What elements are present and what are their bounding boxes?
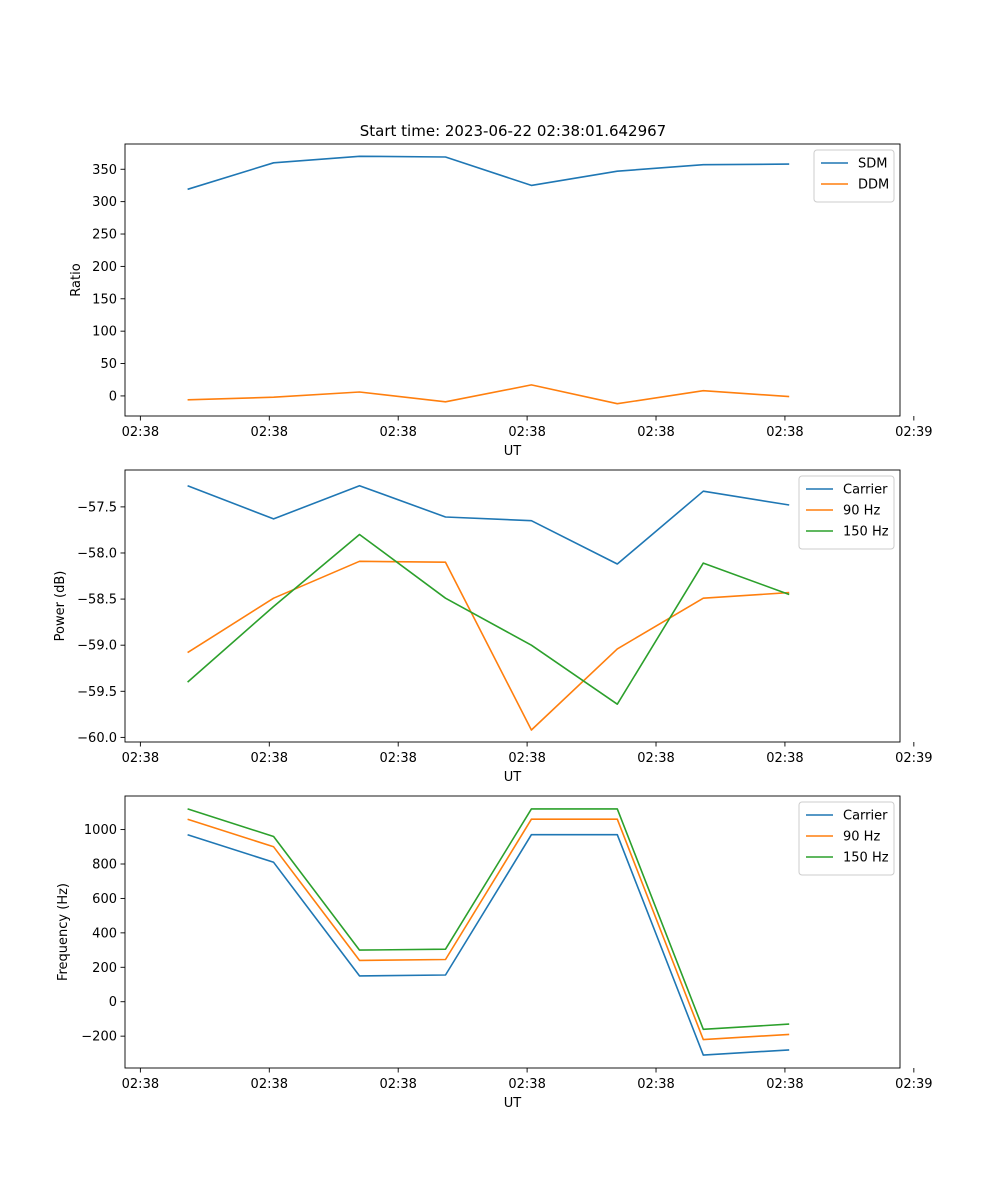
chart-2-x-tick-label: 02:38 <box>379 1077 416 1092</box>
chart-1-y-tick-label: −57.5 <box>77 500 117 515</box>
chart-1-legend-label-2: 150 Hz <box>843 525 889 540</box>
chart-2-x-tick-label: 02:38 <box>122 1077 159 1092</box>
chart-1-series-line-1 <box>187 560 790 731</box>
chart-1-legend-label-0: Carrier <box>843 483 888 498</box>
chart-2-x-tick-label: 02:38 <box>251 1077 288 1092</box>
chart-2-legend-label-1: 90 Hz <box>843 830 880 845</box>
chart-0-x-tick-label: 02:38 <box>766 425 803 440</box>
chart-2-series-line-2 <box>187 808 790 1031</box>
chart-2-x-tick-label: 02:38 <box>637 1077 674 1092</box>
chart-0-y-tick-label: 250 <box>92 228 117 243</box>
chart-1-x-tick-label: 02:38 <box>251 751 288 766</box>
chart-1-x-tick-label: 02:38 <box>637 751 674 766</box>
power-panel: 02:38 02:38 02:38 02:38 02:38 02:38 02:39 −60.0… <box>53 469 933 785</box>
chart-0-y-tick-label: 0 <box>109 389 117 404</box>
chart-1-series-line-2 <box>187 533 790 706</box>
chart-2-x-tick-label: 02:38 <box>508 1077 545 1092</box>
chart-0-series-line-1 <box>187 384 790 405</box>
chart-2-series-line-1 <box>187 818 790 1041</box>
chart-0-y-tick-label: 50 <box>100 357 117 372</box>
chart-2-y-tick-label: 800 <box>92 858 117 873</box>
chart-0-x-tick-label: 02:38 <box>251 425 288 440</box>
chart-1-y-axis-label: Power (dB) <box>53 571 68 642</box>
chart-0-y-tick-label: 350 <box>92 163 117 178</box>
chart-2-legend-label-2: 150 Hz <box>843 851 889 866</box>
chart-1-x-tick-label: 02:38 <box>122 751 159 766</box>
chart-1-x-tick-label: 02:39 <box>895 751 932 766</box>
chart-1-legend-label-1: 90 Hz <box>843 504 880 519</box>
chart-1-x-tick-label: 02:38 <box>508 751 545 766</box>
chart-2-x-axis-label: UT <box>504 1096 522 1111</box>
chart-0-series-line-0 <box>187 155 790 191</box>
chart-2-y-tick-label: −200 <box>81 1030 117 1045</box>
chart-2-legend-label-0: Carrier <box>843 809 888 824</box>
chart-1-y-tick-label: −60.0 <box>77 731 117 746</box>
chart-0-legend-label-0: SDM <box>858 157 887 172</box>
chart-1-x-tick-label: 02:38 <box>379 751 416 766</box>
chart-0-axes-frame <box>124 143 901 417</box>
chart-0-x-tick-label: 02:38 <box>637 425 674 440</box>
chart-0-y-tick-label: 300 <box>92 195 117 210</box>
chart-2-y-tick-label: 0 <box>109 995 117 1010</box>
chart-1-y-tick-label: −58.0 <box>77 546 117 561</box>
chart-2-y-tick-label: 400 <box>92 926 117 941</box>
chart-0-y-tick-label: 150 <box>92 292 117 307</box>
chart-2-x-tick-label: 02:39 <box>895 1077 932 1092</box>
chart-0-legend-label-1: DDM <box>858 178 889 193</box>
chart-1-x-axis-label: UT <box>504 770 522 785</box>
chart-2-y-axis-label: Frequency (Hz) <box>56 883 71 981</box>
chart-0-x-tick-label: 02:38 <box>379 425 416 440</box>
chart-0-y-tick-label: 100 <box>92 325 117 340</box>
chart-1-series-line-0 <box>187 484 790 565</box>
chart-1-axes-frame <box>124 469 901 743</box>
chart-0-x-tick-label: 02:39 <box>895 425 932 440</box>
figure-title: Start time: 2023-06-22 02:38:01.642967 <box>360 122 666 140</box>
chart-0-x-tick-label: 02:38 <box>508 425 545 440</box>
chart-2-x-tick-label: 02:38 <box>766 1077 803 1092</box>
chart-0-y-tick-label: 200 <box>92 260 117 275</box>
chart-0-x-axis-label: UT <box>504 444 522 459</box>
chart-1-x-tick-label: 02:38 <box>766 751 803 766</box>
chart-1-y-tick-label: −58.5 <box>77 593 117 608</box>
chart-0-y-axis-label: Ratio <box>69 263 84 296</box>
chart-2-y-tick-label: 600 <box>92 892 117 907</box>
frequency-panel: 02:38 02:38 02:38 02:38 02:38 02:38 02:39 −200 0… <box>56 795 933 1111</box>
ratio-panel: 02:38 02:38 02:38 02:38 02:38 02:38 02:39 0 50 10… <box>69 143 933 459</box>
chart-2-y-tick-label: 1000 <box>84 823 117 838</box>
chart-2-y-tick-label: 200 <box>92 961 117 976</box>
chart-1-y-tick-label: −59.0 <box>77 639 117 654</box>
chart-0-x-tick-label: 02:38 <box>122 425 159 440</box>
chart-2-axes-frame <box>124 795 901 1069</box>
chart-1-y-tick-label: −59.5 <box>77 685 117 700</box>
chart-2-series-line-0 <box>187 833 790 1056</box>
